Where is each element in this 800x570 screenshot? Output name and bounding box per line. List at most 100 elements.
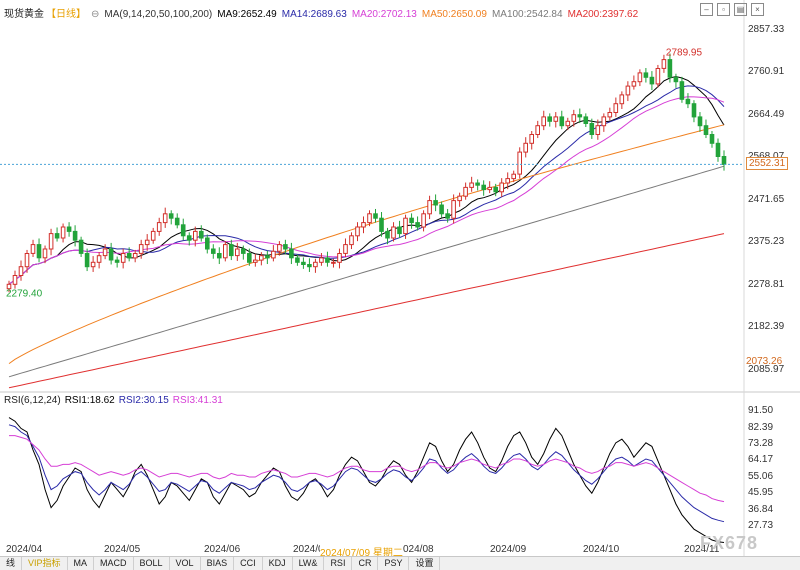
low-label: 2279.40 <box>6 289 43 300</box>
price-tick-label: 2375.23 <box>748 236 785 248</box>
candle-body <box>379 217 384 232</box>
candle-body <box>331 261 336 264</box>
candle-body <box>541 116 547 127</box>
rsi-tick-label: 82.39 <box>748 421 774 433</box>
candle-body <box>174 217 180 226</box>
candle-body <box>403 217 408 235</box>
candle-body <box>102 248 108 257</box>
settings-icon[interactable]: ⊖ <box>91 9 100 20</box>
layout-icon[interactable]: ▤ <box>734 3 747 16</box>
candle-body <box>559 116 565 127</box>
indicator-tab-macd[interactable]: MACD <box>94 557 134 570</box>
candle-body <box>481 184 486 191</box>
indicator-tab-psy[interactable]: PSY <box>378 557 410 570</box>
candle-body <box>685 98 691 105</box>
ma50-line <box>8 124 725 365</box>
candle-body <box>361 222 366 228</box>
candle-body <box>397 226 402 235</box>
minimize-icon[interactable]: – <box>700 3 713 16</box>
candle-body <box>144 239 150 246</box>
indicator-tab-cci[interactable]: CCI <box>234 557 263 570</box>
candle-body <box>241 248 246 254</box>
candle-body <box>721 156 727 165</box>
indicator-tab-vip[interactable]: VIP指标 <box>22 557 68 570</box>
candle-body <box>84 253 90 268</box>
candle-body <box>30 244 36 254</box>
candle-body <box>715 142 721 158</box>
candle-body <box>445 213 450 219</box>
ma50-value: MA50:2650.09 <box>421 9 487 20</box>
candle-body <box>90 261 96 268</box>
candle-body <box>385 230 390 239</box>
candle-body <box>613 103 619 113</box>
candle-body <box>529 134 535 144</box>
candle-body <box>96 255 102 263</box>
candle-body <box>211 248 216 254</box>
candle-body <box>463 186 468 197</box>
candle-body <box>12 275 18 285</box>
date-tick-label: 2024/0 <box>293 544 324 555</box>
rsi3-line <box>9 435 725 503</box>
crosshair-date-label: 2024/07/09 星期二 <box>320 544 403 559</box>
candle-body <box>193 230 198 241</box>
candle-body <box>391 226 396 239</box>
candle-body <box>325 257 330 263</box>
indicator-tabbar: 线 VIP指标 MA MACD BOLL VOL BIAS CCI KDJ LW& RSI CR PSY… <box>0 556 800 570</box>
candle-body <box>48 233 54 250</box>
candle-body <box>295 257 300 263</box>
candle-body <box>595 125 601 135</box>
candle-body <box>427 200 432 215</box>
candle-body <box>643 72 649 78</box>
indicator-tab-vol[interactable]: VOL <box>170 557 201 570</box>
ma20-line <box>8 96 725 285</box>
candle-body <box>78 239 84 254</box>
candle-body <box>439 204 444 215</box>
candle-body <box>517 151 523 175</box>
rsi3-value: RSI3:41.31 <box>172 395 223 406</box>
indicator-tab-kdj[interactable]: KDJ <box>263 557 293 570</box>
candle-body <box>691 103 697 118</box>
ma100-value: MA100:2542.84 <box>491 9 563 20</box>
candle-body <box>132 253 138 259</box>
indicator-tab-rsi[interactable]: RSI <box>324 557 353 570</box>
price-tick-label: 2664.49 <box>748 108 785 120</box>
candle-body <box>523 142 529 153</box>
period-label[interactable]: 【日线】 <box>46 9 86 20</box>
date-tick-label: 2024/10 <box>583 544 620 555</box>
high-label: 2789.95 <box>666 48 703 59</box>
rsi-title: RSI(6,12,24) <box>4 395 61 406</box>
candle-body <box>150 230 156 241</box>
candle-body <box>66 226 72 232</box>
candle-body <box>186 235 192 241</box>
candle-body <box>409 217 414 224</box>
candle-body <box>649 76 655 85</box>
date-tick-label: 2024/09 <box>490 544 527 555</box>
candle-body <box>433 200 438 206</box>
candle-body <box>319 257 324 263</box>
price-tick-label: 2857.33 <box>748 23 785 35</box>
candle-body <box>223 244 228 259</box>
close-icon[interactable]: × <box>751 3 764 16</box>
indicator-tab-boll[interactable]: BOLL <box>134 557 170 570</box>
indicator-tab-[interactable]: 设置 <box>409 557 441 570</box>
candle-body <box>301 261 306 265</box>
indicator-tab-bias[interactable]: BIAS <box>201 557 235 570</box>
candle-body <box>451 200 456 219</box>
ma200-tag: 2073.26 <box>746 356 783 367</box>
indicator-tab-ma[interactable]: MA <box>68 557 95 570</box>
candle-body <box>120 253 126 263</box>
candle-body <box>475 182 480 186</box>
date-tick-label: 2024/06 <box>204 544 241 555</box>
price-tick-label: 2278.81 <box>748 278 785 290</box>
candle-body <box>601 116 607 127</box>
candle-body <box>703 125 709 135</box>
candle-body <box>42 248 48 259</box>
maximize-icon[interactable]: ▫ <box>717 3 730 16</box>
indicator-tab-lw[interactable]: LW& <box>293 557 325 570</box>
date-tick-label: 024/08 <box>403 544 434 555</box>
indicator-tab-[interactable]: 线 <box>0 557 23 570</box>
candle-body <box>138 244 144 254</box>
indicator-tab-cr[interactable]: CR <box>352 557 379 570</box>
candle-body <box>235 248 240 257</box>
